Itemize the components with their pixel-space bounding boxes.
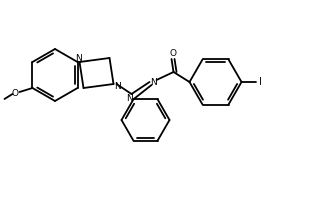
Text: N: N [114,82,121,90]
Text: O: O [12,88,19,98]
Text: N: N [126,94,133,103]
Text: N: N [75,54,82,62]
Text: O: O [169,48,176,58]
Text: I: I [259,77,262,87]
Text: N: N [150,77,157,86]
